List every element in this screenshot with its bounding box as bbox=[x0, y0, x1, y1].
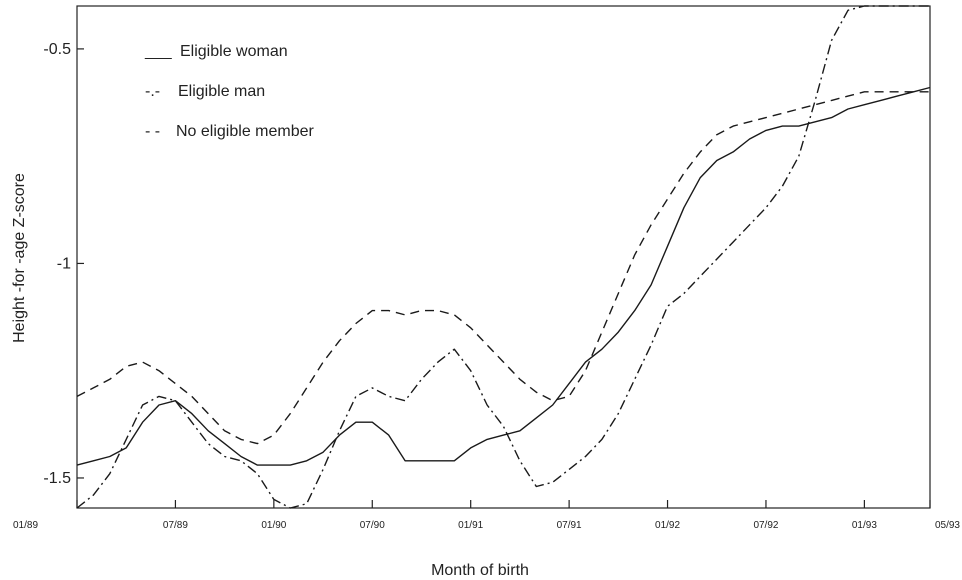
x-tick-label: 07/89 bbox=[163, 520, 188, 531]
legend-label-eligible-woman: Eligible woman bbox=[180, 43, 288, 60]
x-tick-label: 07/92 bbox=[753, 520, 778, 531]
series-line-no-eligible-member bbox=[76, 91, 930, 445]
x-tick-label: 01/92 bbox=[655, 520, 680, 531]
x-tick-label: 07/91 bbox=[557, 520, 582, 531]
x-tick-label: 07/90 bbox=[360, 520, 385, 531]
y-tick-label: -0.5 bbox=[43, 41, 71, 58]
legend-label-no-eligible-member: No eligible member bbox=[176, 123, 315, 140]
x-tick-label: 01/91 bbox=[458, 520, 483, 531]
legend: ___ Eligible woman -.- Eligible man - - … bbox=[144, 43, 315, 140]
x-tick-label: 01/90 bbox=[261, 520, 286, 531]
y-axis-ticks: -0.5 -1 -1.5 bbox=[43, 41, 84, 487]
legend-marker-eligible-man: -.- bbox=[145, 83, 160, 100]
legend-marker-no-eligible-member: - - bbox=[145, 123, 160, 140]
series-line-eligible-woman bbox=[76, 86, 931, 466]
plot-frame bbox=[76, 5, 931, 509]
y-tick-label: -1.5 bbox=[43, 470, 71, 487]
y-axis-label: Height -for -age Z-score bbox=[11, 173, 28, 343]
series-lines bbox=[76, 5, 931, 509]
x-tick-label: 01/93 bbox=[852, 520, 877, 531]
x-axis-ticks: 01/89 07/89 01/90 07/90 01/91 07/91 01/92 07/92… bbox=[13, 500, 960, 531]
legend-marker-eligible-woman: ___ bbox=[144, 43, 173, 60]
legend-label-eligible-man: Eligible man bbox=[178, 83, 265, 100]
y-tick-label: -1 bbox=[57, 255, 71, 272]
series-line-eligible-man bbox=[76, 5, 930, 509]
x-tick-label: 01/89 bbox=[13, 520, 38, 531]
x-axis-label: Month of birth bbox=[431, 562, 529, 579]
x-tick-label: 05/93 bbox=[935, 520, 960, 531]
